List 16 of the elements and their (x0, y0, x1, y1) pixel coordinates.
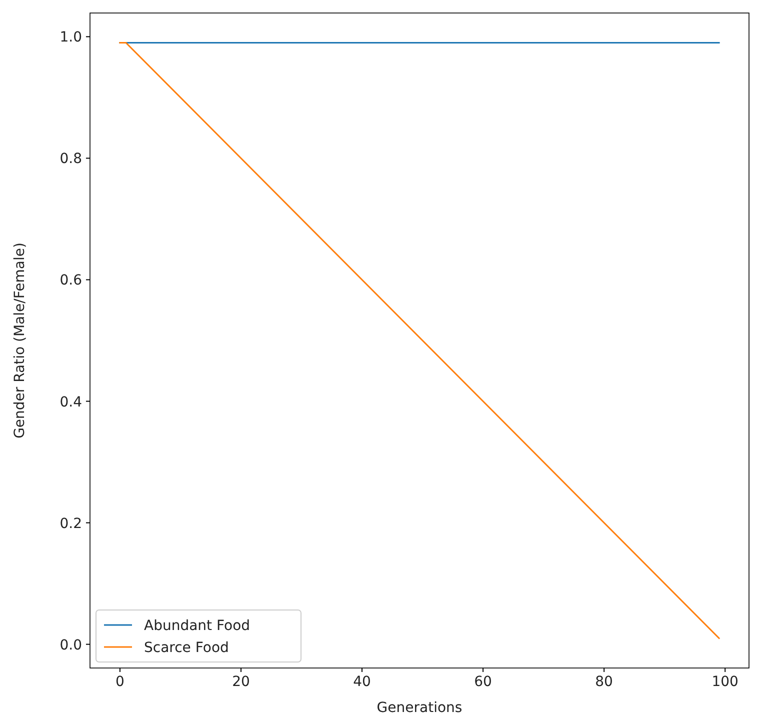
y-tick-label: 0.4 (60, 394, 82, 410)
x-tick-label: 0 (115, 674, 124, 690)
x-tick-label: 60 (474, 674, 492, 690)
legend-label: Abundant Food (144, 618, 250, 634)
y-tick-label: 0.2 (60, 516, 82, 532)
x-tick-label: 40 (353, 674, 371, 690)
x-tick-label: 80 (595, 674, 613, 690)
x-axis-title: Generations (376, 700, 462, 716)
x-tick-label: 100 (712, 674, 738, 690)
y-tick-label: 0.6 (60, 272, 82, 289)
y-tick-label: 0.0 (60, 637, 82, 654)
y-axis-title: Gender Ratio (Male/Female) (12, 242, 28, 438)
y-tick-label: 1.0 (60, 30, 82, 46)
x-tick-label: 20 (232, 674, 250, 690)
y-tick-label: 0.8 (60, 151, 82, 168)
legend-label: Scarce Food (144, 640, 229, 656)
